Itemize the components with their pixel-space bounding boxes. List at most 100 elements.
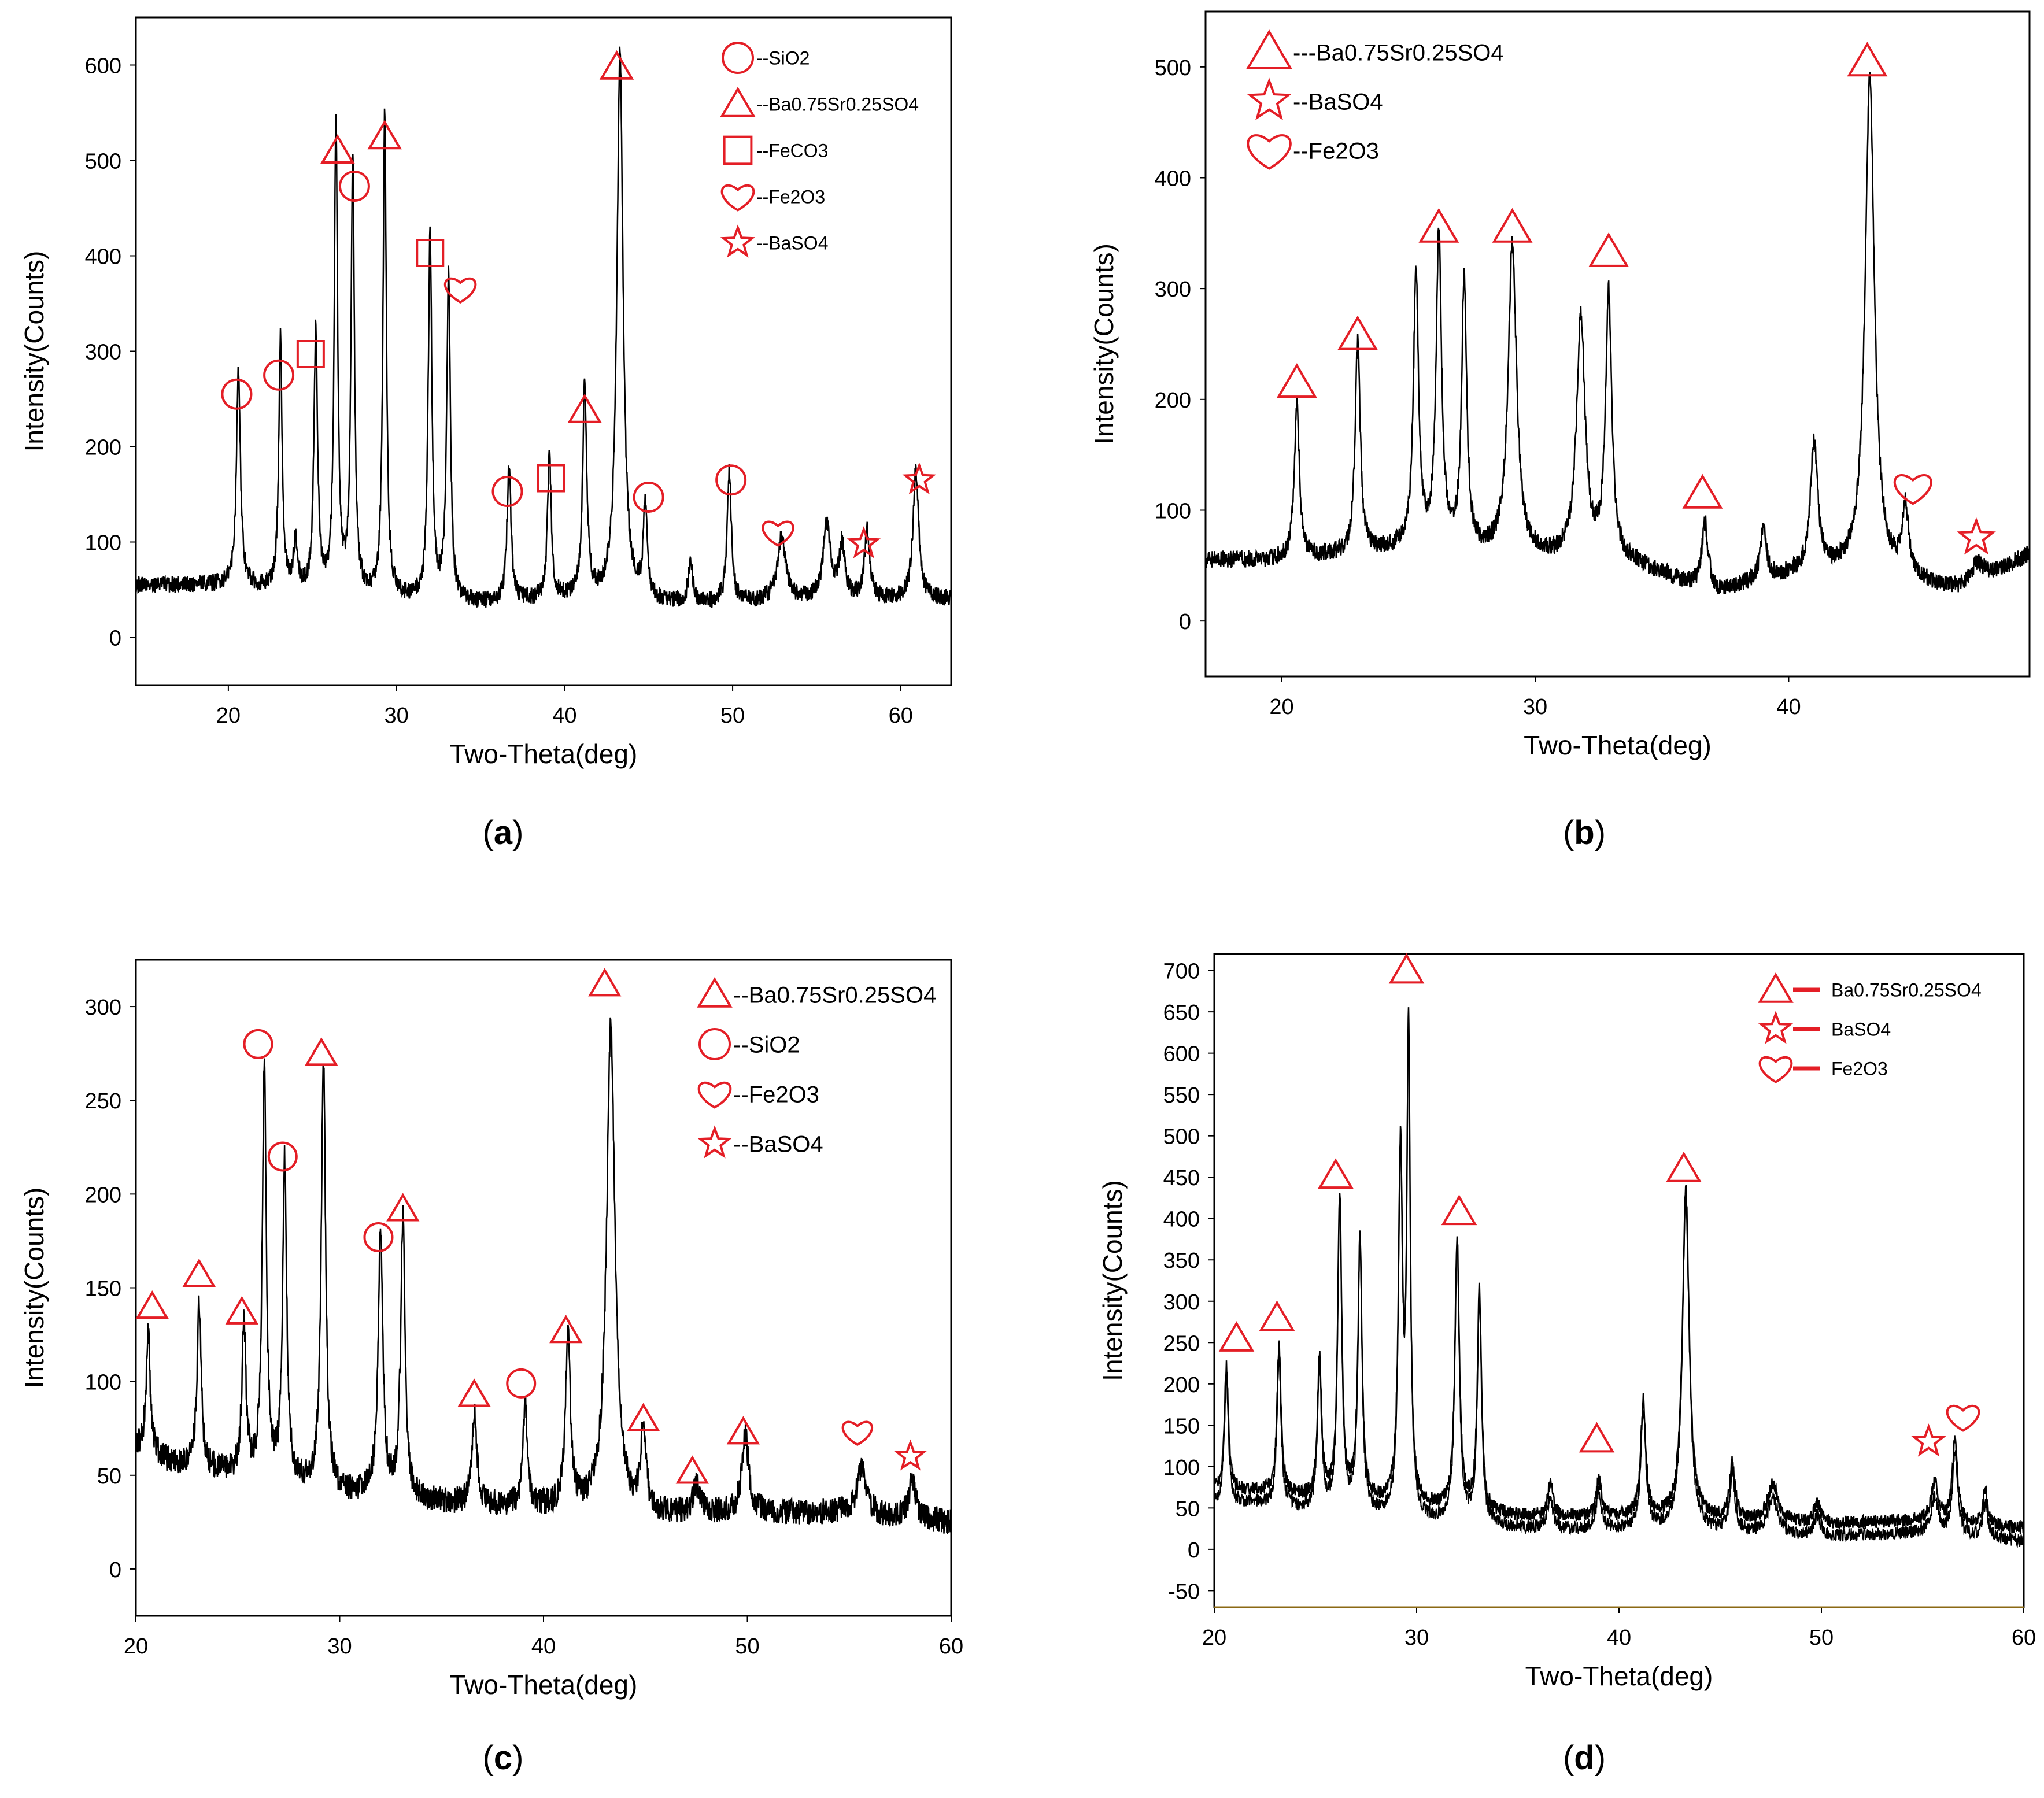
y-tick-label: 300: [85, 996, 121, 1020]
legend-star-icon: [720, 224, 756, 258]
y-axis-title: Intensity(Counts): [1097, 1180, 1128, 1381]
peak-marker-triangle-icon: [135, 1290, 169, 1319]
y-tick-label: 500: [1163, 1125, 1200, 1149]
x-tick-label: 60: [2012, 1626, 2036, 1650]
y-tick-label: 550: [1163, 1083, 1200, 1108]
peak-marker-triangle-icon: [1276, 363, 1317, 398]
peak-marker-square-icon: [537, 464, 565, 493]
peak-marker-triangle-icon: [567, 393, 602, 423]
peak-marker-circle-icon: [243, 1029, 273, 1059]
peak-marker-triangle-icon: [588, 968, 622, 997]
legend-heart-icon: [720, 184, 755, 212]
peak-marker-star-icon: [1956, 517, 1996, 555]
y-tick-label: -50: [1168, 1579, 1200, 1604]
plot-frame: [1213, 953, 2025, 1608]
legend-square-icon: [723, 135, 753, 165]
y-axis-title: Intensity(Counts): [1089, 243, 1119, 445]
y-tick-label: 0: [109, 1558, 121, 1582]
diffraction-curve: [1213, 1007, 2025, 1534]
peak-marker-triangle-icon: [1588, 232, 1629, 267]
legend-label: --SiO2: [756, 48, 810, 69]
y-tick-label: 650: [1163, 1001, 1200, 1025]
xrd-panel-c: 0 50 100 150 200 250 300 20 30 40 50 60 Two-Theta(de…: [19, 959, 963, 1777]
peak-marker-triangle-icon: [457, 1378, 491, 1407]
x-tick-label: 20: [124, 1634, 148, 1659]
legend-label: Fe2O3: [1831, 1059, 1888, 1079]
legend-label: ---Ba0.75Sr0.25SO4: [1293, 40, 1504, 65]
y-axis-title: Intensity(Counts): [19, 251, 49, 452]
legend-label: --Fe2O3: [756, 187, 825, 208]
legend-label: BaSO4: [1831, 1019, 1891, 1040]
legend-label: --Ba0.75Sr0.25SO4: [733, 982, 936, 1008]
peak-marker-triangle-icon: [386, 1193, 420, 1222]
x-tick-label: 30: [384, 704, 408, 728]
y-tick-label: 100: [85, 1371, 121, 1395]
x-tick-label: 30: [1404, 1626, 1429, 1650]
y-tick-label: 300: [1155, 278, 1191, 302]
y-tick-label: 200: [85, 1183, 121, 1207]
legend-star-icon: [697, 1125, 733, 1159]
x-tick-label: 40: [1776, 695, 1801, 719]
y-tick-label: 0: [109, 627, 121, 651]
legend-triangle-icon: [720, 87, 756, 117]
diffraction-curve: [1204, 72, 2031, 595]
peak-marker-triangle-icon: [1579, 1422, 1615, 1453]
legend-label: --Ba0.75Sr0.25SO4: [756, 94, 919, 115]
x-axis-title: Two-Theta(deg): [1525, 1661, 1713, 1691]
peak-marker-circle-icon: [263, 359, 295, 391]
plot-frame: [1204, 10, 2031, 678]
y-tick-label: 250: [1163, 1331, 1200, 1356]
x-tick-label: 30: [327, 1634, 352, 1659]
y-tick-label: 100: [1155, 500, 1191, 524]
peak-marker-triangle-icon: [320, 134, 355, 164]
peak-marker-star-icon: [847, 526, 881, 558]
peak-marker-circle-icon: [633, 481, 664, 513]
peak-marker-triangle-icon: [1218, 1321, 1255, 1352]
peak-marker-triangle-icon: [1337, 315, 1378, 350]
y-tick-label: 600: [1163, 1042, 1200, 1067]
legend-star-icon: [1247, 77, 1292, 120]
peak-marker-triangle-icon: [1418, 208, 1459, 243]
legend-star-icon: [1758, 1011, 1794, 1044]
y-tick-label: 300: [85, 341, 121, 365]
legend-triangle-icon: [697, 977, 733, 1008]
x-tick-label: 50: [735, 1634, 759, 1659]
y-tick-label: 0: [1188, 1538, 1200, 1563]
peak-marker-triangle-icon: [1259, 1300, 1295, 1331]
y-tick-label: 0: [1179, 610, 1191, 634]
panel-caption: (d): [1563, 1739, 1606, 1777]
peak-marker-circle-icon: [715, 464, 747, 496]
y-tick-label: 700: [1163, 960, 1200, 984]
legend-triangle-icon: [1245, 29, 1293, 69]
y-tick-label: 50: [97, 1464, 121, 1489]
y-tick-label: 350: [1163, 1249, 1200, 1273]
peak-marker-heart-icon: [762, 520, 794, 547]
x-tick-label: 50: [1809, 1626, 1834, 1650]
legend-label: --Fe2O3: [1293, 138, 1379, 164]
y-tick-label: 500: [1155, 56, 1191, 80]
panel-caption: (c): [483, 1739, 524, 1777]
y-tick-label: 400: [1155, 167, 1191, 191]
y-tick-label: 400: [85, 245, 121, 269]
x-tick-label: 60: [889, 704, 913, 728]
peak-marker-triangle-icon: [1388, 953, 1425, 984]
y-tick-label: 200: [1163, 1373, 1200, 1397]
peak-marker-triangle-icon: [1441, 1194, 1477, 1226]
legend-label: Ba0.75Sr0.25SO4: [1831, 980, 1982, 1001]
y-tick-label: 200: [1155, 389, 1191, 413]
y-axis-title: Intensity(Counts): [19, 1187, 49, 1389]
peak-marker-star-icon: [902, 462, 936, 495]
panel-caption: (b): [1563, 814, 1606, 852]
peak-marker-triangle-icon: [367, 120, 402, 150]
peak-marker-star-icon: [894, 1439, 927, 1471]
peak-marker-circle-icon: [363, 1222, 394, 1252]
y-tick-label: 100: [85, 531, 121, 556]
peak-marker-triangle-icon: [1682, 473, 1723, 509]
peak-marker-star-icon: [1911, 1423, 1946, 1457]
legend-label: --BaSO4: [1293, 89, 1383, 114]
legend-label: --BaSO4: [733, 1131, 823, 1157]
peak-marker-triangle-icon: [305, 1037, 338, 1066]
peak-marker-heart-icon: [841, 1420, 874, 1446]
legend-circle-icon: [722, 42, 754, 74]
